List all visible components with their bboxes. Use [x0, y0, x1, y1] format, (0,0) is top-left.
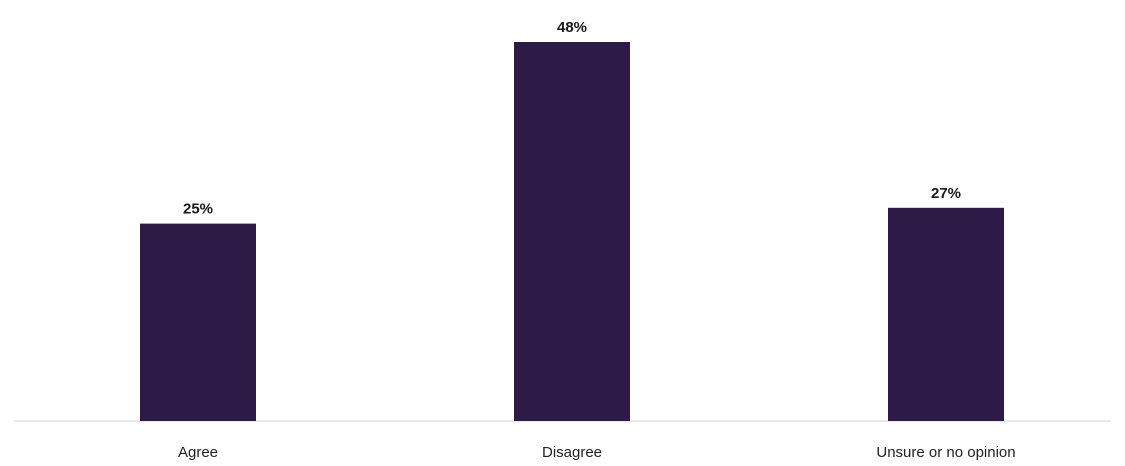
data-label-agree: 25% — [183, 201, 213, 218]
data-label-disagree: 48% — [557, 19, 587, 36]
x-tick-label-disagree: Disagree — [542, 444, 602, 461]
x-tick-label-unsure-or-no-opinion: Unsure or no opinion — [876, 444, 1015, 461]
bar-disagree — [514, 42, 630, 421]
bar-agree — [140, 223, 256, 421]
x-tick-labels-group: Agree Disagree Unsure or no opinion — [178, 444, 1016, 461]
bar-unsure-or-no-opinion — [888, 207, 1004, 421]
data-labels-group: 25% 48% 27% — [183, 19, 961, 218]
x-tick-label-agree: Agree — [178, 444, 218, 461]
data-label-unsure-or-no-opinion: 27% — [931, 185, 961, 202]
bars-group — [140, 42, 1004, 421]
